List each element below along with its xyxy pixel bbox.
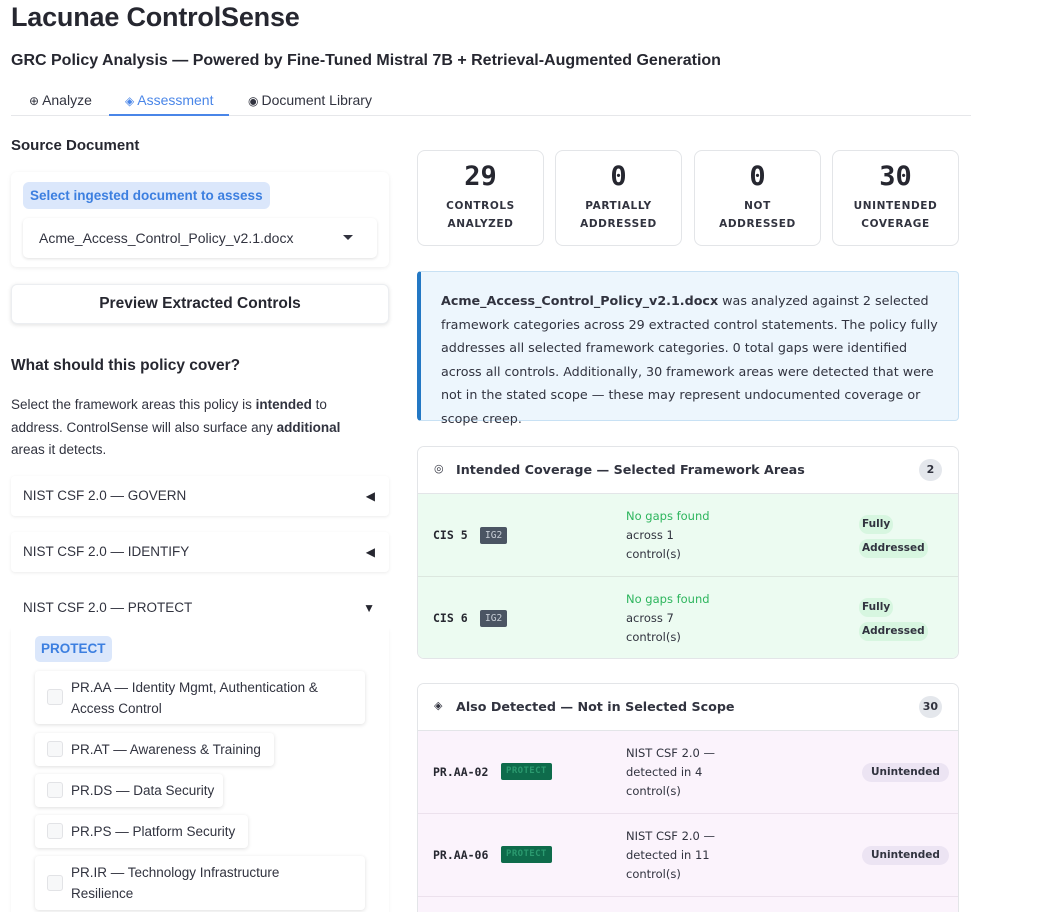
tab-document-library[interactable]: ◉ Document Library (232, 88, 388, 116)
metric-value: 0 (610, 161, 627, 192)
summary-document-name: Acme_Access_Control_Policy_v2.1.docx (441, 293, 719, 308)
function-tag: PROTECT (501, 763, 552, 780)
accordion-govern[interactable]: NIST CSF 2.0 — GOVERN ◀ (11, 476, 389, 516)
app-title: Lacunae ControlSense (11, 2, 300, 32)
metric-value: 29 (464, 161, 497, 192)
diamond-icon: ◈ (434, 699, 443, 712)
checkbox-label: PR.PS — Platform Security (71, 824, 236, 839)
metric-label: CONTROLS ANALYZED (446, 200, 515, 230)
app-subtitle: GRC Policy Analysis — Powered by Fine-Tu… (11, 52, 721, 69)
analysis-summary: Acme_Access_Control_Policy_v2.1.docx was… (417, 271, 959, 426)
document-select-value: Acme_Access_Control_Policy_v2.1.docx (39, 230, 294, 246)
triangle-left-icon: ◀ (365, 545, 375, 559)
checkbox[interactable] (47, 875, 63, 891)
summary-text: was analyzed against 2 selected framewor… (441, 293, 938, 426)
checkbox-pr-ir[interactable]: PR.IR — Technology Infrastructure Resilie… (35, 856, 365, 910)
triangle-left-icon: ◀ (365, 489, 375, 503)
also-detected-count-badge: 30 (918, 696, 942, 718)
metric-label: NOT ADDRESSED (719, 200, 796, 230)
radio-circle-icon: ◉ (248, 94, 259, 108)
checkbox[interactable] (47, 689, 63, 705)
status-badge: Unintended (862, 846, 949, 865)
metric-label: UNINTENDED COVERAGE (853, 200, 938, 230)
metric-partially-addressed: 0 PARTIALLY ADDRESSED (555, 150, 682, 246)
checkbox-pr-at[interactable]: PR.AT — Awareness & Training (35, 733, 274, 766)
tab-bar: ⊕ Analyze ◈ Assessment ◉ Document Library (11, 88, 971, 116)
intended-coverage-count-badge: 2 (919, 459, 942, 481)
protect-category-label: PROTECT (35, 636, 112, 662)
gap-summary: No gaps found across 7 control(s) (626, 592, 710, 644)
tab-assessment-label: Assessment (137, 92, 214, 108)
also-detected-header: ◈ Also Detected — Not in Selected Scope … (418, 684, 958, 731)
metric-value: 30 (879, 161, 912, 192)
also-detected-panel: ◈ Also Detected — Not in Selected Scope … (417, 683, 959, 912)
table-row: PR.AA-06 PROTECT NIST CSF 2.0 — detected … (418, 814, 958, 897)
metric-controls-analyzed: 29 CONTROLS ANALYZED (417, 150, 544, 246)
checkbox-label: PR.AT — Awareness & Training (71, 742, 261, 757)
control-id: CIS 5 (433, 528, 468, 542)
plus-circle-icon: ⊕ (29, 94, 40, 108)
coverage-description: Select the framework areas this policy i… (11, 397, 341, 457)
tab-assessment[interactable]: ◈ Assessment (109, 88, 230, 116)
checkbox-label: PR.IR — Technology Infrastructure Resilie… (71, 865, 280, 901)
target-icon: ◎ (434, 462, 444, 475)
accordion-identify[interactable]: NIST CSF 2.0 — IDENTIFY ◀ (11, 532, 389, 572)
accordion-protect[interactable]: NIST CSF 2.0 — PROTECT ▼ (11, 588, 389, 628)
triangle-down-icon: ▼ (363, 601, 375, 615)
tab-document-library-label: Document Library (261, 92, 372, 108)
intended-coverage-panel: ◎ Intended Coverage — Selected Framework… (417, 446, 959, 659)
control-id: PR.AA-06 (433, 848, 489, 862)
accordion-identify-label: NIST CSF 2.0 — IDENTIFY (23, 544, 190, 559)
table-row: CIS 6 IG2 No gaps found across 7 control(s… (418, 577, 958, 658)
checkbox[interactable] (47, 782, 63, 798)
document-select[interactable]: Acme_Access_Control_Policy_v2.1.docx (23, 218, 377, 258)
table-row: PR.AA-02 PROTECT NIST CSF 2.0 — detected … (418, 731, 958, 814)
detection-summary: NIST CSF 2.0 — detected in 11 control(s) (626, 829, 716, 881)
caret-down-icon (343, 235, 353, 240)
also-detected-title: Also Detected — Not in Selected Scope (456, 699, 735, 714)
checkbox-pr-ds[interactable]: PR.DS — Data Security (35, 774, 223, 807)
status-badge: Fully Addressed (859, 513, 928, 561)
control-id: PR.AA-02 (433, 765, 489, 779)
control-id: CIS 6 (433, 611, 468, 625)
status-badge: Fully Addressed (859, 596, 928, 644)
status-badge: Unintended (862, 763, 949, 782)
intended-coverage-title: Intended Coverage — Selected Framework A… (456, 462, 805, 477)
checkbox[interactable] (47, 823, 63, 839)
implementation-group-tag: IG2 (480, 610, 508, 627)
tab-analyze[interactable]: ⊕ Analyze (13, 88, 108, 116)
coverage-heading: What should this policy cover? (11, 357, 241, 374)
source-document-heading: Source Document (11, 137, 140, 154)
metric-not-addressed: 0 NOT ADDRESSED (694, 150, 821, 246)
document-select-label: Select ingested document to assess (23, 182, 270, 209)
metric-label: PARTIALLY ADDRESSED (580, 200, 657, 230)
implementation-group-tag: IG2 (480, 527, 508, 544)
function-tag: PROTECT (501, 846, 552, 863)
checkbox-label: PR.DS — Data Security (71, 783, 215, 798)
detection-summary: NIST CSF 2.0 — detected in 4 control(s) (626, 746, 716, 798)
intended-coverage-header: ◎ Intended Coverage — Selected Framework… (418, 447, 958, 494)
accordion-govern-label: NIST CSF 2.0 — GOVERN (23, 488, 187, 503)
checkbox-label: PR.AA — Identity Mgmt, Authentication & A… (71, 680, 318, 716)
table-row: CIS 5 IG2 No gaps found across 1 control(s… (418, 494, 958, 577)
metric-value: 0 (749, 161, 766, 192)
diamond-icon: ◈ (125, 94, 135, 108)
checkbox-pr-ps[interactable]: PR.PS — Platform Security (35, 815, 248, 848)
preview-extracted-controls-button[interactable]: Preview Extracted Controls (11, 284, 389, 324)
checkbox-pr-aa[interactable]: PR.AA — Identity Mgmt, Authentication & A… (35, 671, 365, 724)
tab-analyze-label: Analyze (42, 92, 92, 108)
gap-summary: No gaps found across 1 control(s) (626, 509, 710, 561)
accordion-protect-label: NIST CSF 2.0 — PROTECT (23, 600, 193, 615)
metric-unintended-coverage: 30 UNINTENDED COVERAGE (832, 150, 959, 246)
table-row (418, 897, 958, 912)
document-select-card: Select ingested document to assess Acme_… (11, 172, 389, 267)
checkbox[interactable] (47, 741, 63, 757)
